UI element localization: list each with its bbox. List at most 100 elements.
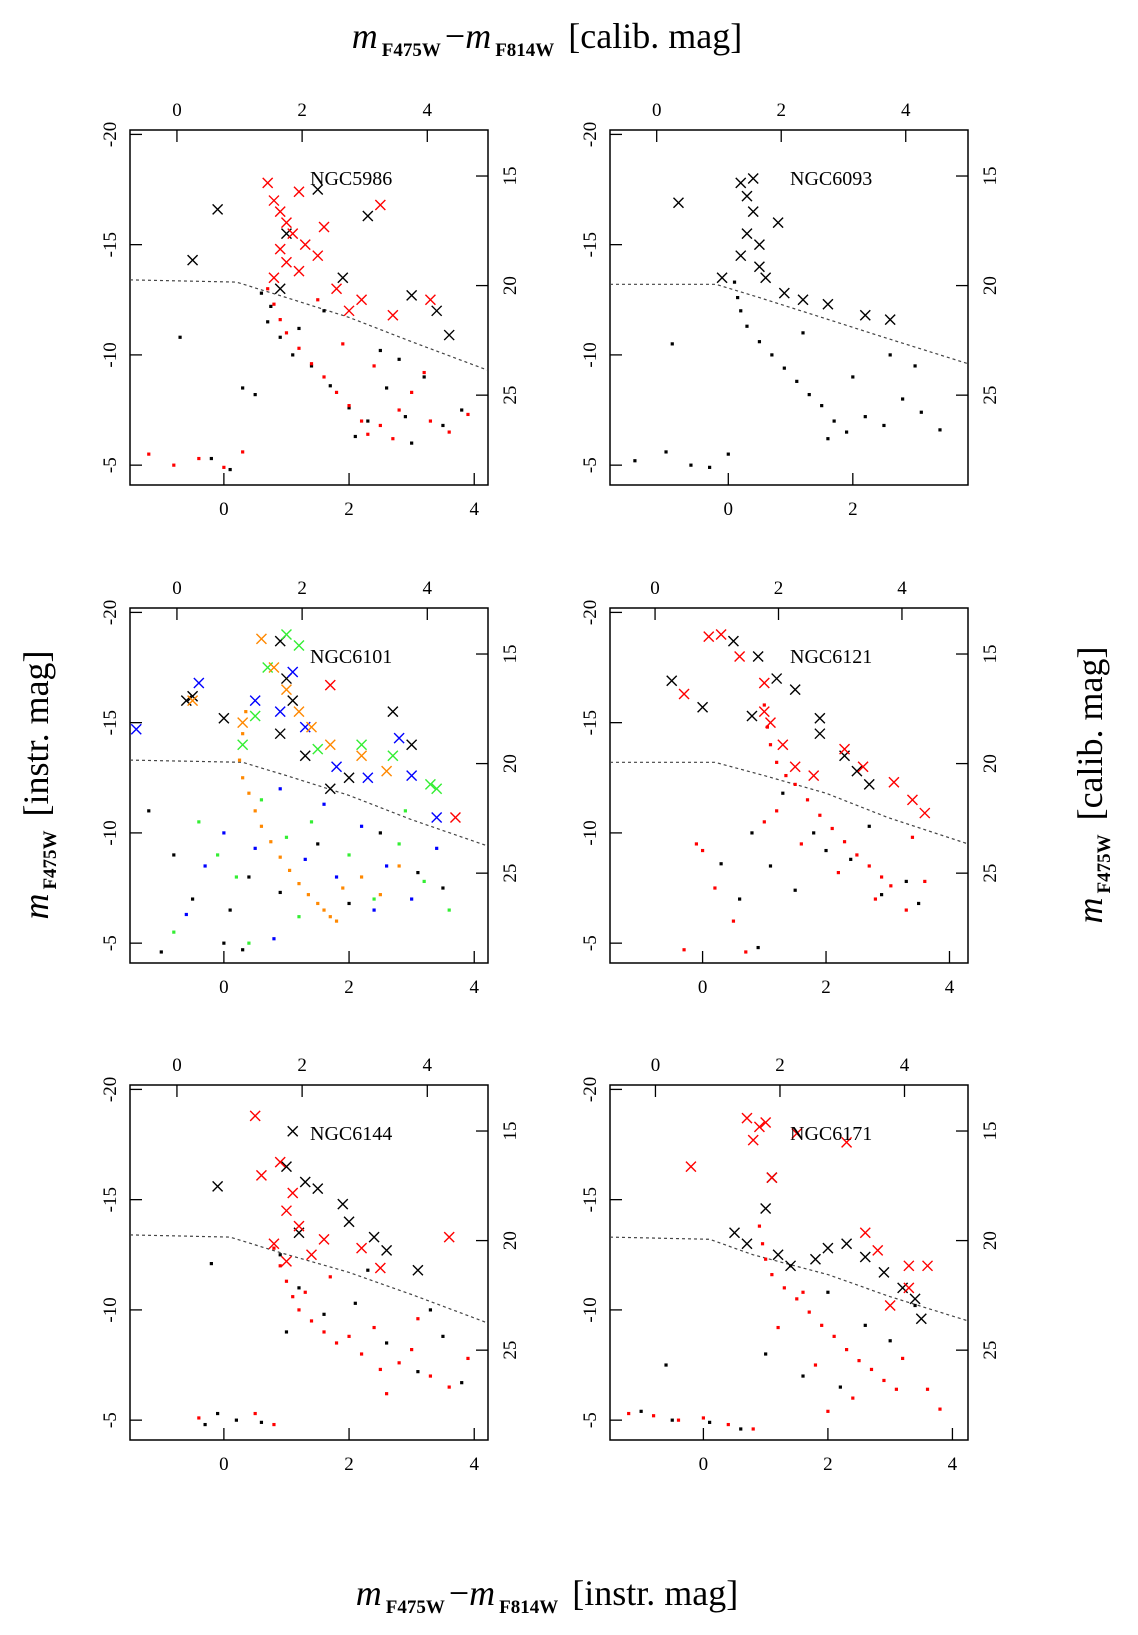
panel-title: NGC6121 [790, 646, 872, 668]
dot-point [830, 826, 834, 831]
dot-point [447, 908, 451, 912]
cross-point [212, 1180, 224, 1192]
dot-point [416, 870, 420, 875]
axis-label: m F475W [instr. mag] [16, 650, 61, 919]
dot-point [322, 908, 326, 912]
cross-point [747, 1134, 759, 1146]
dot-point [768, 743, 773, 747]
dot-point [178, 335, 182, 339]
dot-point [334, 390, 339, 394]
dot-point [416, 1370, 420, 1374]
dot-point [824, 848, 828, 853]
axis-label-part: F475W [382, 40, 441, 61]
cross-point [771, 673, 783, 685]
dot-point [316, 901, 320, 906]
panel-title: NGC6101 [310, 646, 392, 668]
cross-point [381, 1244, 393, 1256]
y2-tick-label: 15 [500, 645, 521, 664]
dot-point [832, 419, 836, 423]
dot-point [403, 809, 407, 813]
y2-tick-label: 20 [500, 276, 521, 295]
cross-point [752, 651, 764, 663]
dot-point [216, 1411, 220, 1416]
cross-point [274, 1156, 286, 1168]
y2-tick-label: 15 [980, 645, 1001, 664]
dot-point [627, 1411, 631, 1416]
cross-point [343, 772, 355, 784]
dot-point [397, 408, 401, 412]
y-tick-label: -20 [580, 122, 601, 147]
cross-point [356, 750, 368, 762]
cross-point [406, 770, 418, 782]
axis-label: m F475W [calib. mag] [1070, 646, 1115, 923]
cross-point [387, 750, 399, 762]
dot-point [826, 1409, 830, 1413]
cross-point [287, 1125, 299, 1137]
cross-point [393, 732, 405, 744]
dot-point [284, 1330, 289, 1334]
axis-label-part: [instr. mag] [572, 1573, 738, 1613]
y2-tick-label: 25 [500, 1341, 521, 1360]
dot-point [762, 703, 766, 707]
dot-point [359, 824, 364, 828]
cross-point [306, 1249, 317, 1261]
cross-point [280, 1205, 292, 1217]
dot-point [209, 1262, 213, 1266]
cross-point [909, 1293, 921, 1305]
cross-point [449, 811, 461, 823]
dot-point [857, 1359, 861, 1363]
dot-point [334, 1341, 339, 1345]
y-tick-label: -15 [100, 710, 121, 735]
cross-point [785, 1260, 797, 1272]
dot-point [849, 857, 853, 861]
cross-point [274, 728, 286, 740]
y2-tick-label: 20 [500, 754, 521, 773]
x-tick-label: 0 [724, 499, 734, 520]
y-tick-label: -10 [100, 1297, 121, 1322]
cross-point [666, 675, 678, 687]
cross-point [678, 688, 690, 700]
axis-label: m F475W −m F814W [calib. mag] [352, 16, 742, 61]
cross-point [293, 639, 305, 651]
dot-point [818, 813, 822, 817]
dot-point [197, 456, 201, 461]
dot-point [266, 320, 270, 324]
dot-point [888, 353, 892, 357]
panel: 0 2 4 0 2 4 -5 -10 -15 -20 15 20 25 NGC6171 [580, 1055, 1001, 1475]
dot-point [879, 875, 884, 879]
dot-point [278, 335, 282, 339]
dot-point [889, 884, 893, 888]
cross-point [922, 1260, 934, 1272]
dot-point [278, 318, 282, 322]
dot-point [190, 897, 195, 901]
dot-point [682, 948, 686, 952]
marks [610, 173, 968, 469]
dot-point [812, 831, 816, 835]
dot-point [241, 776, 245, 780]
cross-point [859, 309, 871, 321]
dot-point [378, 1367, 382, 1372]
cross-point [758, 706, 770, 718]
axis-label-part: [calib. mag] [568, 16, 742, 56]
dot-point [784, 773, 788, 778]
dot-point [309, 820, 314, 824]
cross-point [424, 294, 436, 306]
dot-point [913, 364, 917, 368]
x2-tick-label: 4 [900, 1055, 910, 1076]
dot-point [882, 423, 886, 428]
dot-point [284, 1279, 289, 1283]
axis-label-part: m [469, 1573, 495, 1613]
dot-point [291, 353, 295, 357]
cross-point [324, 783, 336, 795]
dot-point [719, 862, 723, 866]
dot-point [378, 423, 382, 428]
cross-point [249, 1110, 261, 1122]
cross-point [299, 239, 311, 251]
dot-point [801, 1374, 805, 1378]
cross-point [760, 1116, 772, 1128]
axis-label-part: m [352, 16, 378, 56]
dot-point [334, 875, 339, 879]
dot-point [701, 1416, 705, 1420]
plot-frame [129, 129, 489, 486]
dot-point [842, 840, 847, 844]
